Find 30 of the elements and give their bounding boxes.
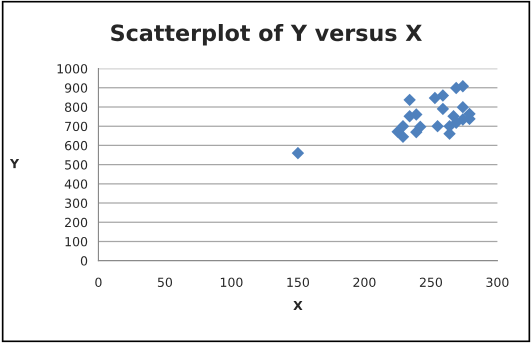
y-tick-label: 1000 bbox=[58, 64, 88, 74]
x-tick-label: 300 bbox=[486, 278, 509, 288]
point bbox=[436, 102, 450, 116]
y-tick-label: 400 bbox=[64, 179, 88, 189]
point bbox=[436, 89, 450, 102]
y-tick-label: 900 bbox=[64, 83, 88, 93]
point bbox=[292, 146, 304, 160]
y-tick-label: 100 bbox=[66, 236, 88, 246]
x-tick-label: 0 bbox=[95, 278, 102, 288]
y-axis-title: Y bbox=[10, 158, 20, 168]
x-tick-label: 150 bbox=[287, 278, 310, 288]
point bbox=[403, 94, 416, 106]
point bbox=[456, 100, 470, 114]
y-tick-label: 700 bbox=[65, 122, 88, 132]
y-tick-label: 200 bbox=[65, 218, 88, 228]
y-tick-label: 500 bbox=[65, 160, 88, 170]
x-axis-title: X bbox=[293, 300, 302, 310]
x-tick-label: 100 bbox=[220, 278, 243, 288]
y-tick-label: 600 bbox=[65, 140, 88, 150]
x-tick-label: 50 bbox=[158, 278, 172, 288]
point bbox=[396, 130, 410, 143]
point bbox=[428, 92, 442, 104]
y-tick-label: 800 bbox=[64, 102, 88, 112]
y-tick-label: 0 bbox=[80, 256, 88, 266]
chart-title: Scatterplot of Y versus X bbox=[111, 24, 422, 46]
y-tick-label: 300 bbox=[65, 198, 88, 208]
x-tick-label: 200 bbox=[353, 278, 376, 288]
point bbox=[431, 120, 444, 132]
point bbox=[396, 120, 410, 132]
x-tick-label: 250 bbox=[420, 278, 442, 288]
